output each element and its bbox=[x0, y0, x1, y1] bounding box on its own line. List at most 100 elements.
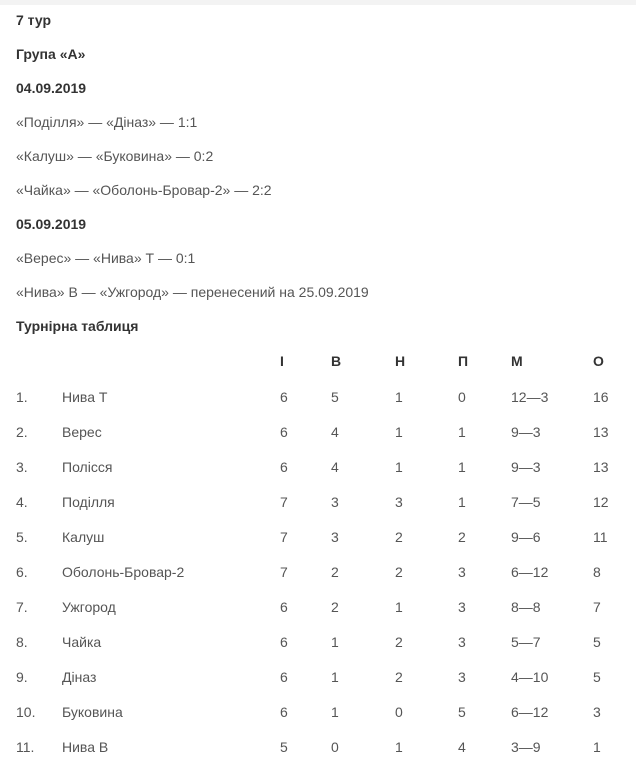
column-header: В bbox=[331, 353, 342, 369]
column-header: І bbox=[280, 353, 284, 369]
table-row: 9. Діназ 6 1 2 3 4—10 5 bbox=[16, 659, 633, 694]
table-cell: 0 bbox=[458, 388, 466, 405]
table-cell: 4 bbox=[331, 423, 339, 440]
table-cell: 9. bbox=[16, 668, 28, 685]
table-cell: 1 bbox=[593, 738, 601, 755]
table-row: 2. Верес 6 4 1 1 9—3 13 bbox=[16, 414, 633, 449]
table-cell: 8—8 bbox=[511, 598, 541, 615]
table-row: 4. Поділля 7 3 3 1 7—5 12 bbox=[16, 484, 633, 519]
column-header: М bbox=[511, 353, 523, 369]
table-cell: 1 bbox=[395, 458, 403, 475]
team-name: Верес bbox=[62, 423, 102, 440]
team-name: Полісся bbox=[62, 458, 113, 475]
table-cell: 5. bbox=[16, 528, 28, 545]
table-cell: 2 bbox=[395, 668, 403, 685]
table-cell: 8 bbox=[593, 563, 601, 580]
table-cell: 3 bbox=[331, 528, 339, 545]
team-name: Ужгород bbox=[62, 598, 116, 615]
table-cell: 6. bbox=[16, 563, 28, 580]
table-cell: 5—7 bbox=[511, 633, 541, 650]
table-cell: 1 bbox=[395, 598, 403, 615]
table-cell: 7 bbox=[280, 528, 288, 545]
table-row: 1. Нива Т 6 5 1 0 12—3 16 bbox=[16, 379, 633, 414]
match-result: «Чайка» — «Оболонь-Бровар-2» — 2:2 bbox=[16, 182, 272, 198]
table-cell: 0 bbox=[395, 703, 403, 720]
table-cell: 12 bbox=[593, 493, 609, 510]
table-cell: 5 bbox=[593, 633, 601, 650]
team-name: Діназ bbox=[62, 668, 97, 685]
table-cell: 6—12 bbox=[511, 563, 549, 580]
table-cell: 1 bbox=[395, 388, 403, 405]
date-heading: 05.09.2019 bbox=[16, 216, 87, 232]
table-cell: 10. bbox=[16, 703, 36, 720]
team-name: Оболонь-Бровар-2 bbox=[62, 563, 185, 580]
table-cell: 2. bbox=[16, 423, 28, 440]
table-cell: 2 bbox=[395, 563, 403, 580]
column-header: Н bbox=[395, 353, 406, 369]
article-content: 7 тур Група «А» 04.09.2019 «Поділля» — «… bbox=[16, 3, 369, 343]
table-row: 5. Калуш 7 3 2 2 9—6 11 bbox=[16, 519, 633, 554]
date-heading: 04.09.2019 bbox=[16, 80, 87, 96]
table-cell: 7 bbox=[280, 563, 288, 580]
table-cell: 6 bbox=[280, 423, 288, 440]
column-header bbox=[16, 343, 62, 379]
table-cell: 3 bbox=[395, 493, 403, 510]
table-cell: 13 bbox=[593, 458, 609, 475]
table-cell: 4. bbox=[16, 493, 28, 510]
table-cell: 7. bbox=[16, 598, 28, 615]
table-cell: 1 bbox=[331, 668, 339, 685]
column-header: О bbox=[593, 353, 604, 369]
table-cell: 1 bbox=[331, 703, 339, 720]
table-cell: 3 bbox=[458, 668, 466, 685]
table-cell: 3 bbox=[458, 563, 466, 580]
table-cell: 11. bbox=[16, 738, 35, 755]
table-cell: 5 bbox=[458, 703, 466, 720]
team-name: Чайка bbox=[62, 633, 102, 650]
table-row: 6. Оболонь-Бровар-2 7 2 2 3 6—12 8 bbox=[16, 554, 633, 589]
table-cell: 11 bbox=[593, 528, 608, 545]
table-cell: 2 bbox=[331, 563, 339, 580]
table-cell: 12—3 bbox=[511, 388, 549, 405]
group-heading: Група «А» bbox=[16, 46, 86, 62]
table-cell: 3 bbox=[331, 493, 339, 510]
table-cell: 1 bbox=[458, 458, 466, 475]
table-cell: 7 bbox=[593, 598, 601, 615]
team-name: Калуш bbox=[62, 528, 105, 545]
top-bar bbox=[0, 0, 636, 5]
table-cell: 2 bbox=[331, 598, 339, 615]
match-result: «Поділля» — «Діназ» — 1:1 bbox=[16, 114, 198, 130]
table-cell: 4—10 bbox=[511, 668, 549, 685]
table-cell: 6—12 bbox=[511, 703, 549, 720]
table-cell: 1 bbox=[458, 423, 466, 440]
table-cell: 1. bbox=[16, 388, 28, 405]
table-cell: 9—3 bbox=[511, 458, 541, 475]
match-result: «Калуш» — «Буковина» — 0:2 bbox=[16, 148, 214, 164]
table-row: 3. Полісся 6 4 1 1 9—3 13 bbox=[16, 449, 633, 484]
table-cell: 2 bbox=[395, 633, 403, 650]
table-cell: 9—6 bbox=[511, 528, 541, 545]
team-name: Нива Т bbox=[62, 388, 108, 405]
table-cell: 5 bbox=[593, 668, 601, 685]
column-header: П bbox=[458, 353, 469, 369]
table-cell: 2 bbox=[458, 528, 466, 545]
table-cell: 1 bbox=[331, 633, 339, 650]
table-cell: 4 bbox=[331, 458, 339, 475]
table-cell: 1 bbox=[395, 423, 403, 440]
table-cell: 1 bbox=[395, 738, 403, 755]
table-cell: 4 bbox=[458, 738, 466, 755]
table-row: 11. Нива В 5 0 1 4 3—9 1 bbox=[16, 729, 633, 764]
table-cell: 7—5 bbox=[511, 493, 541, 510]
table-cell: 9—3 bbox=[511, 423, 541, 440]
table-cell: 3. bbox=[16, 458, 28, 475]
round-heading: 7 тур bbox=[16, 12, 52, 28]
table-cell: 3—9 bbox=[511, 738, 541, 755]
standings-heading: Турнірна таблиця bbox=[16, 318, 139, 334]
table-row: 10. Буковина 6 1 0 5 6—12 3 bbox=[16, 694, 633, 729]
table-cell: 3 bbox=[458, 598, 466, 615]
table-cell: 6 bbox=[280, 703, 288, 720]
table-cell: 0 bbox=[331, 738, 339, 755]
table-cell: 6 bbox=[280, 458, 288, 475]
table-cell: 7 bbox=[280, 493, 288, 510]
team-name: Поділля bbox=[62, 493, 115, 510]
